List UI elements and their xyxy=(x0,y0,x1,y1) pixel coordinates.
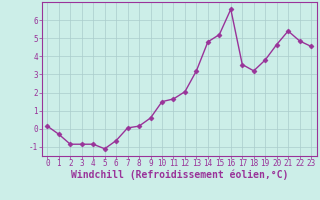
X-axis label: Windchill (Refroidissement éolien,°C): Windchill (Refroidissement éolien,°C) xyxy=(70,170,288,180)
